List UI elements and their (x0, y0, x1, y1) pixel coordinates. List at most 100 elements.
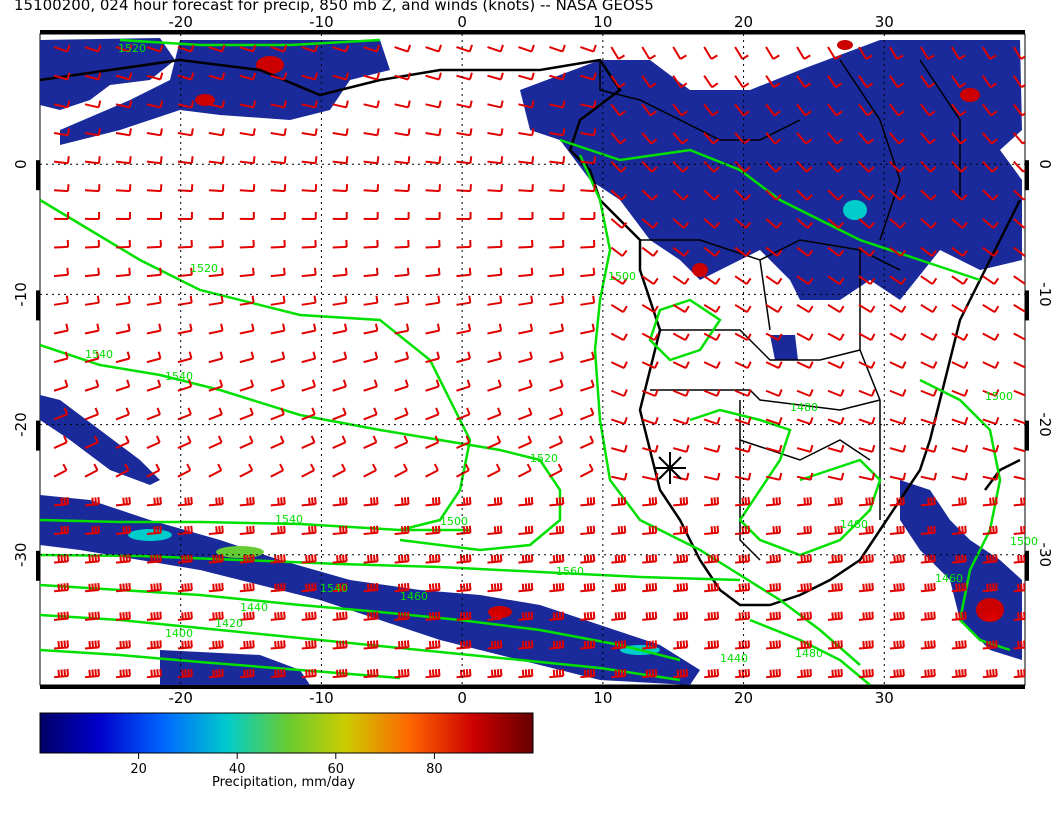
wind-barb (487, 323, 503, 335)
wind-barb (827, 554, 843, 564)
wind-barb (332, 525, 348, 535)
wind-barb (208, 267, 224, 278)
wind-barb (703, 303, 721, 313)
wind-barb (734, 332, 752, 341)
wind-barb (54, 184, 70, 193)
wind-barb (208, 323, 224, 335)
wind-barb (1012, 46, 1025, 60)
wind-barb (796, 611, 812, 621)
wind-barb (827, 389, 845, 397)
wind-barb (208, 295, 224, 306)
precip-core-1 (256, 56, 284, 74)
wind-barb (889, 218, 906, 229)
wind-barb (208, 497, 224, 507)
frame-lat-bar (36, 550, 40, 581)
lon-tick-label-bottom: -10 (309, 689, 334, 707)
wind-barb (673, 611, 689, 621)
wind-barb (146, 582, 162, 593)
wind-barb (363, 379, 378, 392)
wind-barb (920, 160, 937, 173)
wind-barb (889, 416, 907, 425)
colorbar-tick-label: 60 (328, 762, 345, 777)
wind-barb (53, 379, 69, 392)
wind-barb (115, 525, 131, 535)
wind-barb (1013, 583, 1025, 593)
wind-barb (146, 435, 161, 449)
wind-barb (796, 46, 811, 60)
wind-barb (425, 407, 440, 421)
wind-barb (301, 156, 318, 165)
wind-barb (332, 379, 347, 392)
wind-barb (84, 463, 99, 478)
wind-barb (115, 156, 132, 165)
wind-barb (332, 128, 349, 137)
wind-barb (239, 295, 255, 306)
wind-barb (146, 239, 162, 249)
wind-barb (363, 525, 379, 535)
wind-barb (889, 611, 905, 621)
wind-barb (518, 611, 534, 621)
wind-barb (920, 218, 937, 229)
wind-barb (84, 239, 101, 249)
wind-barb (858, 75, 874, 89)
wind-barb (827, 332, 845, 341)
wind-barb (641, 416, 659, 425)
wind-barb (301, 295, 317, 306)
wind-barb (456, 554, 472, 564)
wind-barb (796, 303, 814, 313)
wind-barb (84, 156, 101, 165)
lat-tick-label-right: -30 (1036, 543, 1054, 568)
wind-barb (425, 44, 443, 53)
wind-barb (982, 361, 1000, 369)
precip-core-10 (960, 88, 980, 102)
precip-core-11 (837, 40, 853, 50)
wind-barb (827, 668, 843, 679)
wind-barb (425, 379, 440, 392)
wind-barb (610, 246, 628, 257)
wind-barb (425, 267, 441, 278)
wind-barb (239, 640, 255, 650)
wind-barb (641, 361, 659, 369)
wind-barb (889, 497, 905, 507)
wind-barb (982, 444, 1000, 453)
wind-barb (177, 239, 193, 249)
wind-barb (672, 103, 688, 117)
wind-barb (394, 239, 410, 249)
wind-barb (673, 582, 689, 593)
wind-barb (641, 132, 658, 145)
wind-barb (332, 267, 348, 278)
wind-barb (208, 582, 224, 593)
wind-barb (734, 389, 752, 397)
wind-barb (332, 554, 348, 564)
wind-barb (146, 295, 162, 306)
wind-barb (301, 668, 317, 679)
wind-barb (363, 611, 379, 621)
wind-barb (889, 640, 905, 650)
wind-barb (456, 44, 473, 53)
wind-barb (920, 525, 936, 535)
wind-barb (951, 246, 968, 257)
wind-barb (765, 611, 782, 621)
contour-label: 1500 (1010, 535, 1038, 548)
wind-barb (889, 389, 907, 397)
wind-barb (920, 189, 937, 201)
wind-barb (177, 407, 192, 421)
contour-label: 1480 (790, 401, 818, 414)
wind-barb (580, 582, 596, 593)
wind-barb (796, 416, 814, 425)
wind-barb (642, 497, 658, 507)
contour-label: 1400 (165, 627, 193, 640)
wind-barb (208, 239, 224, 249)
wind-barb (394, 323, 410, 335)
wind-barb (580, 379, 595, 392)
wind-barb (394, 463, 408, 478)
wind-barb (332, 156, 349, 165)
wind-barb (703, 132, 720, 145)
wind-barb (363, 184, 380, 193)
wind-barb (765, 275, 783, 285)
wind-barb (765, 554, 782, 564)
contour-label: 1480 (840, 518, 868, 531)
contour-1420 (40, 613, 681, 682)
wind-barb (703, 444, 721, 453)
wind-barb (1013, 246, 1025, 257)
